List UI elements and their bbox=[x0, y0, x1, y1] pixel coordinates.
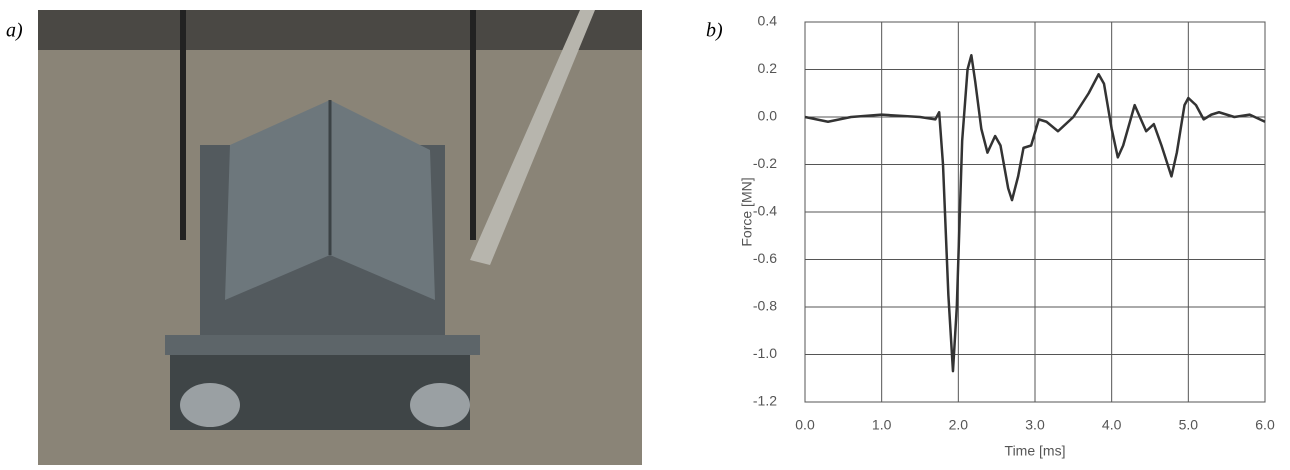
panel-label: a) bbox=[6, 20, 23, 42]
photo-damper bbox=[180, 383, 240, 427]
photo-bar bbox=[165, 335, 480, 355]
panel-label: b) bbox=[706, 20, 723, 42]
photo-beam bbox=[470, 10, 595, 265]
y-tick-label: 0.2 bbox=[758, 60, 778, 76]
photo-wall bbox=[38, 10, 642, 50]
y-tick-label: -0.8 bbox=[753, 298, 777, 314]
x-tick-label: 6.0 bbox=[1255, 417, 1275, 433]
photo bbox=[38, 10, 642, 465]
y-tick-label: 0.0 bbox=[758, 108, 778, 124]
x-tick-label: 4.0 bbox=[1102, 417, 1122, 433]
y-tick-label: -1.0 bbox=[753, 345, 777, 361]
data-line bbox=[804, 54, 1266, 373]
y-tick-label: -0.2 bbox=[753, 155, 777, 171]
y-tick-label: 0.4 bbox=[758, 13, 778, 29]
x-axis-label: Time [ms] bbox=[1005, 443, 1066, 459]
x-tick-label: 2.0 bbox=[949, 417, 969, 433]
x-tick-label: 1.0 bbox=[872, 417, 892, 433]
y-tick-label: -1.2 bbox=[753, 393, 777, 409]
y-tick-label: -0.4 bbox=[753, 203, 777, 219]
photo-damper bbox=[410, 383, 470, 427]
photo-rod bbox=[180, 10, 186, 240]
y-tick-label: -0.6 bbox=[753, 250, 777, 266]
photo-rod bbox=[470, 10, 476, 240]
x-tick-label: 0.0 bbox=[795, 417, 815, 433]
x-tick-label: 5.0 bbox=[1179, 417, 1199, 433]
x-tick-label: 3.0 bbox=[1025, 417, 1045, 433]
y-axis-label: Force [MN] bbox=[739, 177, 755, 246]
